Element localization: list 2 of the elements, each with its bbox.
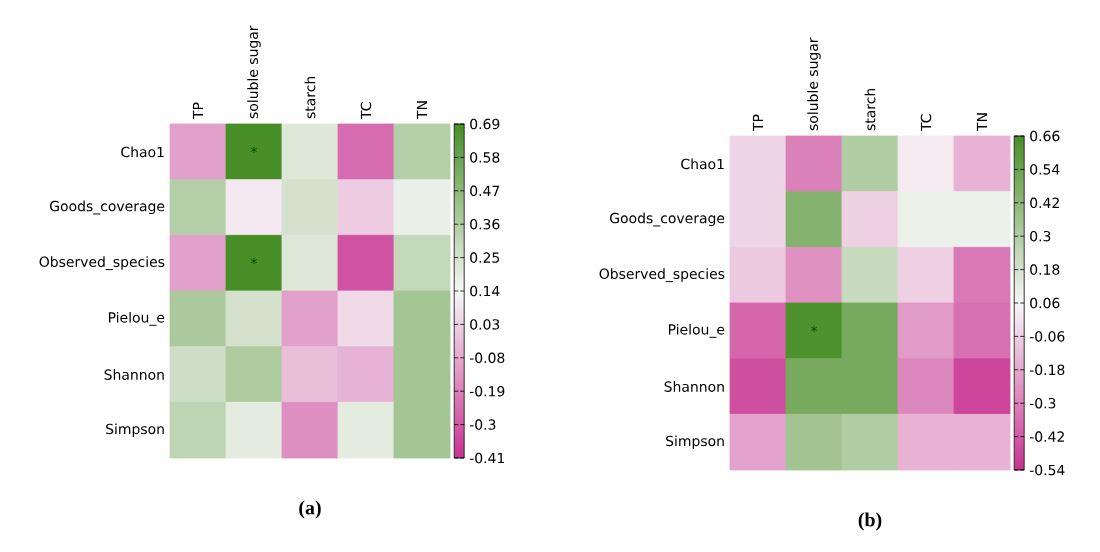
text: (b)	[858, 512, 882, 531]
text: (a)	[299, 500, 321, 519]
